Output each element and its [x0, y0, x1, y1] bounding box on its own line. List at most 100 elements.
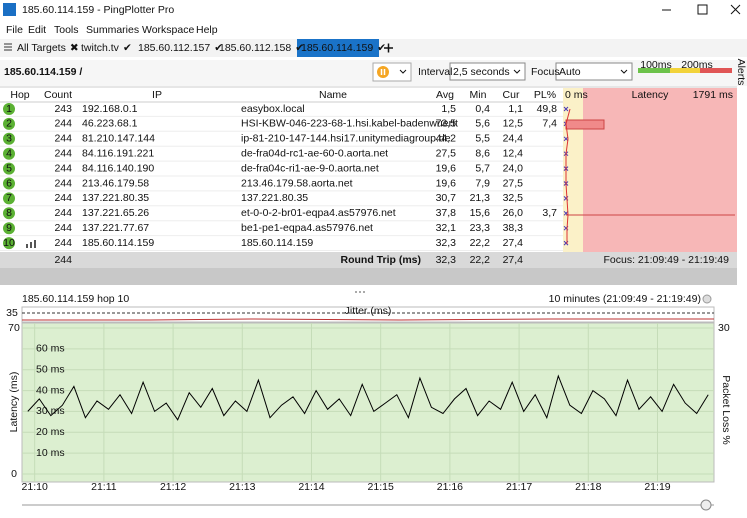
- y-tick-label: 30 ms: [36, 405, 65, 417]
- interval-select[interactable]: [449, 62, 526, 81]
- menu-item[interactable]: Workspace: [142, 24, 194, 36]
- interval-value[interactable]: 2,5 seconds: [453, 66, 510, 78]
- graph-range: 10 minutes (21:09:49 - 21:19:49): [549, 293, 701, 305]
- hop-number: 4: [6, 147, 12, 159]
- jitter-tick-label: 35: [6, 307, 18, 319]
- hop-number: 10: [3, 237, 15, 249]
- table-cell: 44,2: [436, 133, 457, 145]
- active-tab-bg: [297, 39, 379, 57]
- table-cell: 32,3: [436, 237, 457, 249]
- window-title: 185.60.114.159 - PingPlotter Pro: [22, 4, 174, 16]
- table-cell: 244: [54, 237, 72, 249]
- table-cell: 1,5: [441, 103, 456, 115]
- table-cell: 7,9: [475, 177, 490, 189]
- add-tab[interactable]: [384, 43, 393, 53]
- column-header[interactable]: PL%: [534, 89, 556, 101]
- table-cell: 137.221.80.35: [241, 192, 308, 204]
- tab-check: ✔: [295, 42, 304, 54]
- hop-badge: [3, 192, 15, 205]
- table-cell: 19,6: [436, 177, 457, 189]
- table-cell: 26,0: [503, 207, 524, 219]
- x-tick-label: 21:18: [575, 481, 601, 493]
- pause-bars: [380, 69, 386, 75]
- column-header[interactable]: Hop: [10, 89, 29, 101]
- menu-item[interactable]: Help: [196, 24, 218, 36]
- range-dropdown[interactable]: [702, 294, 712, 304]
- column-header[interactable]: Avg: [436, 89, 454, 101]
- table-cell: 8,6: [475, 147, 490, 159]
- time-slider-thumb[interactable]: [700, 499, 712, 511]
- tab[interactable]: 185.60.112.157: [138, 42, 210, 54]
- hop-number: 5: [6, 162, 12, 174]
- table-cell: 185.60.114.159: [241, 237, 313, 249]
- latency-header: Latency: [632, 89, 670, 101]
- table-cell: 38,3: [503, 222, 524, 234]
- table-cell: 81.210.147.144: [82, 133, 155, 145]
- table-cell: 5,5: [475, 133, 490, 145]
- latency-trend: [565, 108, 571, 244]
- tab[interactable]: twitch.tv: [81, 42, 120, 54]
- column-header[interactable]: IP: [152, 89, 162, 101]
- column-header[interactable]: Count: [44, 89, 72, 101]
- hop-badge: [3, 207, 15, 220]
- jitter-label: Jitter (ms): [345, 305, 392, 317]
- tab-check: ✔: [214, 42, 223, 54]
- table-cell: 84.116.140.190: [82, 162, 154, 174]
- table-cell: de-fra04c-ri1-ae-9-0.aorta.net: [241, 162, 379, 174]
- table-cell: 23,3: [470, 222, 491, 234]
- x-tick-label: 21:12: [160, 481, 186, 493]
- tab-check: ✔: [377, 42, 386, 54]
- tab[interactable]: All Targets: [17, 42, 66, 54]
- graph-title: 185.60.114.159 hop 10: [22, 293, 129, 305]
- table-cell: 84.116.191.221: [82, 147, 154, 159]
- table-cell: 73,5: [436, 118, 457, 130]
- latency-header: 1791 ms: [693, 89, 733, 101]
- table-cell: 213.46.179.58.aorta.net: [241, 177, 353, 189]
- menu-item[interactable]: File: [6, 24, 23, 36]
- latency-header: 0 ms: [565, 89, 588, 101]
- column-header[interactable]: Cur: [503, 89, 520, 101]
- tabs-menu-icon[interactable]: [4, 43, 12, 51]
- table-cell: 192.168.0.1: [82, 103, 138, 115]
- focus-select[interactable]: [555, 62, 633, 81]
- table-cell: 27,5: [436, 147, 457, 159]
- table-cell: 46.223.68.1: [82, 118, 138, 130]
- table-cell: de-fra04d-rc1-ae-60-0.aorta.net: [241, 147, 388, 159]
- column-header[interactable]: Name: [319, 89, 347, 101]
- menu-item[interactable]: Edit: [28, 24, 46, 36]
- close-button[interactable]: [730, 4, 741, 15]
- table-cell: 22,2: [470, 237, 491, 249]
- summary-focus: Focus: 21:09:49 - 21:19:49: [603, 254, 729, 266]
- summary-row-bg: [0, 252, 737, 268]
- table-cell: 7,4: [542, 118, 557, 130]
- dropdown-arrow: [513, 69, 521, 74]
- hop-number: 3: [6, 133, 12, 145]
- tab[interactable]: 185.60.114.159: [301, 42, 373, 54]
- tab-close: ✖: [70, 42, 79, 54]
- hop-number: 6: [6, 177, 12, 189]
- interval-label: Interval: [418, 66, 452, 78]
- y-tick-label: 0: [11, 468, 17, 480]
- column-header[interactable]: Min: [470, 89, 487, 101]
- table-cell: 27,4: [503, 237, 524, 249]
- menu-item[interactable]: Tools: [54, 24, 79, 36]
- table-cell: easybox.local: [241, 103, 305, 115]
- y-tick-label: 20 ms: [36, 426, 65, 438]
- side-tab[interactable]: Alerts: [735, 59, 747, 86]
- x-tick-label: 21:14: [298, 481, 324, 493]
- table-cell: et-0-0-2-br01-eqpa4.as57976.net: [241, 207, 396, 219]
- tab[interactable]: 185.60.112.158: [219, 42, 291, 54]
- y-tick-label: 50 ms: [36, 363, 65, 375]
- focus-label: Focus: [531, 66, 560, 78]
- scale-label: 100ms: [640, 59, 672, 71]
- latency-line: [27, 374, 709, 421]
- table-cell: 244: [54, 147, 72, 159]
- table-cell: 244: [54, 118, 72, 130]
- table-cell: 137.221.65.26: [82, 207, 149, 219]
- maximize-button[interactable]: [697, 4, 708, 15]
- x-tick-label: 21:11: [91, 481, 117, 493]
- focus-value[interactable]: Auto: [559, 66, 581, 78]
- menu-item[interactable]: Summaries: [86, 24, 139, 36]
- jitter-strip: [21, 306, 715, 323]
- x-tick-label: 21:19: [644, 481, 670, 493]
